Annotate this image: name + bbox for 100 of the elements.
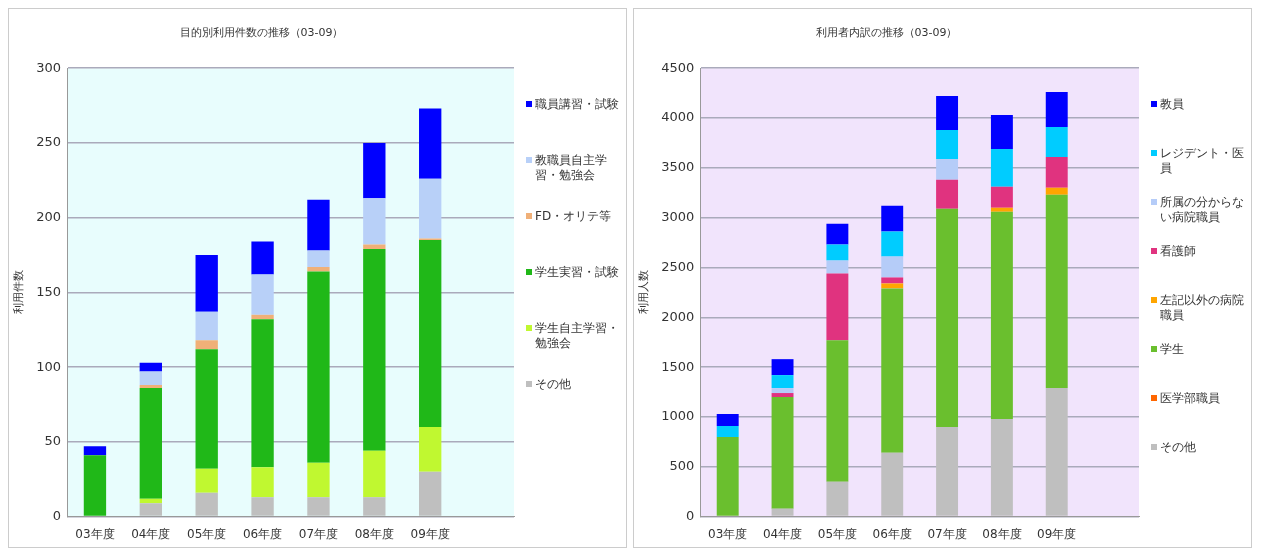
bar — [363, 198, 386, 245]
bar — [936, 158, 959, 180]
y-tick-label: 0 — [52, 507, 62, 523]
y-tick-label: 3500 — [661, 159, 695, 175]
bar — [83, 446, 107, 456]
bar — [936, 129, 959, 159]
bar — [990, 148, 1013, 187]
legend-label: レジデント・医員 — [1160, 146, 1245, 176]
x-tick-label: 09年度 — [1037, 526, 1077, 541]
bar — [936, 426, 959, 516]
bar — [307, 462, 330, 498]
bar — [771, 388, 794, 394]
bar — [83, 455, 107, 516]
legend-label: 職員講習・試験 — [535, 97, 619, 112]
x-tick-label: 09年度 — [410, 526, 450, 541]
bar — [1045, 92, 1068, 127]
bar — [881, 452, 904, 516]
y-tick-label: 200 — [36, 209, 62, 225]
y-tick-label: 3000 — [661, 209, 695, 225]
bar — [251, 319, 274, 468]
bar — [363, 450, 386, 498]
bar — [195, 349, 218, 469]
bar — [195, 340, 218, 350]
legend-label: 学生実習・試験 — [535, 265, 619, 280]
bar — [716, 425, 739, 437]
legend-label: その他 — [535, 377, 571, 392]
bar — [990, 115, 1013, 149]
bar — [195, 468, 218, 493]
bar — [139, 388, 162, 499]
bar — [307, 199, 330, 251]
bar — [139, 385, 162, 389]
legend-label: その他 — [1160, 440, 1196, 455]
bar — [826, 273, 849, 341]
bar — [1045, 194, 1068, 389]
bar — [990, 207, 1013, 212]
bar — [363, 497, 386, 516]
bar — [307, 271, 330, 463]
bar — [139, 503, 162, 516]
bar — [307, 497, 330, 516]
bar — [1045, 187, 1068, 195]
chart-title: 利用者内訳の推移（03-09） — [815, 26, 958, 40]
y-tick-label: 4000 — [661, 109, 695, 125]
bar — [716, 413, 739, 426]
legend-label: 教員 — [1160, 97, 1184, 112]
bar — [881, 231, 904, 257]
bar — [363, 142, 386, 199]
y-tick-label: 1500 — [661, 358, 695, 374]
bar — [419, 240, 442, 427]
bar — [771, 375, 794, 389]
bar — [936, 208, 959, 427]
bar — [307, 250, 330, 267]
legend-label: 学生自主学習・勉強会 — [535, 321, 620, 351]
y-tick-label: 4500 — [661, 59, 695, 75]
x-tick-label: 06年度 — [872, 526, 912, 541]
legend-label: 左記以外の病院職員 — [1160, 293, 1245, 323]
y-tick-label: 250 — [36, 134, 62, 150]
bar — [826, 244, 849, 261]
bar — [990, 418, 1013, 516]
bar — [195, 255, 218, 312]
bar — [307, 266, 330, 272]
bar — [936, 96, 959, 130]
bar — [990, 186, 1013, 208]
legend-label: FD・オリテ等 — [535, 209, 612, 224]
bar — [419, 426, 442, 472]
legend-label: 看護師 — [1160, 244, 1196, 259]
y-axis-title: 利用件数 — [12, 270, 26, 315]
bar — [195, 492, 218, 516]
bar — [139, 362, 162, 372]
bar — [1045, 126, 1068, 157]
bar — [1045, 156, 1068, 188]
bar — [771, 393, 794, 398]
legend-label: 医学部職員 — [1160, 391, 1220, 406]
chart-title: 目的別利用件数の推移（03-09） — [179, 26, 344, 40]
y-tick-label: 0 — [686, 507, 695, 523]
x-tick-label: 05年度 — [187, 526, 227, 541]
y-tick-label: 1000 — [661, 408, 695, 424]
bar — [881, 288, 904, 453]
bar — [881, 277, 904, 284]
bar — [881, 283, 904, 289]
y-tick-label: 2500 — [661, 258, 695, 274]
x-tick-label: 07年度 — [298, 526, 339, 541]
bar — [251, 467, 274, 498]
x-tick-label: 03年度 — [75, 526, 115, 541]
y-tick-label: 500 — [669, 458, 695, 474]
bar — [363, 249, 386, 451]
bar — [771, 397, 794, 509]
bar — [251, 241, 274, 275]
bar — [251, 497, 274, 516]
bar — [1045, 388, 1068, 516]
x-tick-label: 07年度 — [927, 526, 967, 541]
y-axis-title: 利用人数 — [637, 270, 651, 315]
bar — [826, 340, 849, 482]
bar — [419, 178, 442, 239]
bar — [826, 223, 849, 245]
y-tick-label: 300 — [36, 59, 62, 75]
bar — [881, 205, 904, 232]
y-tick-label: 100 — [36, 358, 62, 374]
y-tick-label: 50 — [44, 433, 62, 449]
bar — [826, 481, 849, 516]
x-tick-label: 08年度 — [982, 526, 1022, 541]
